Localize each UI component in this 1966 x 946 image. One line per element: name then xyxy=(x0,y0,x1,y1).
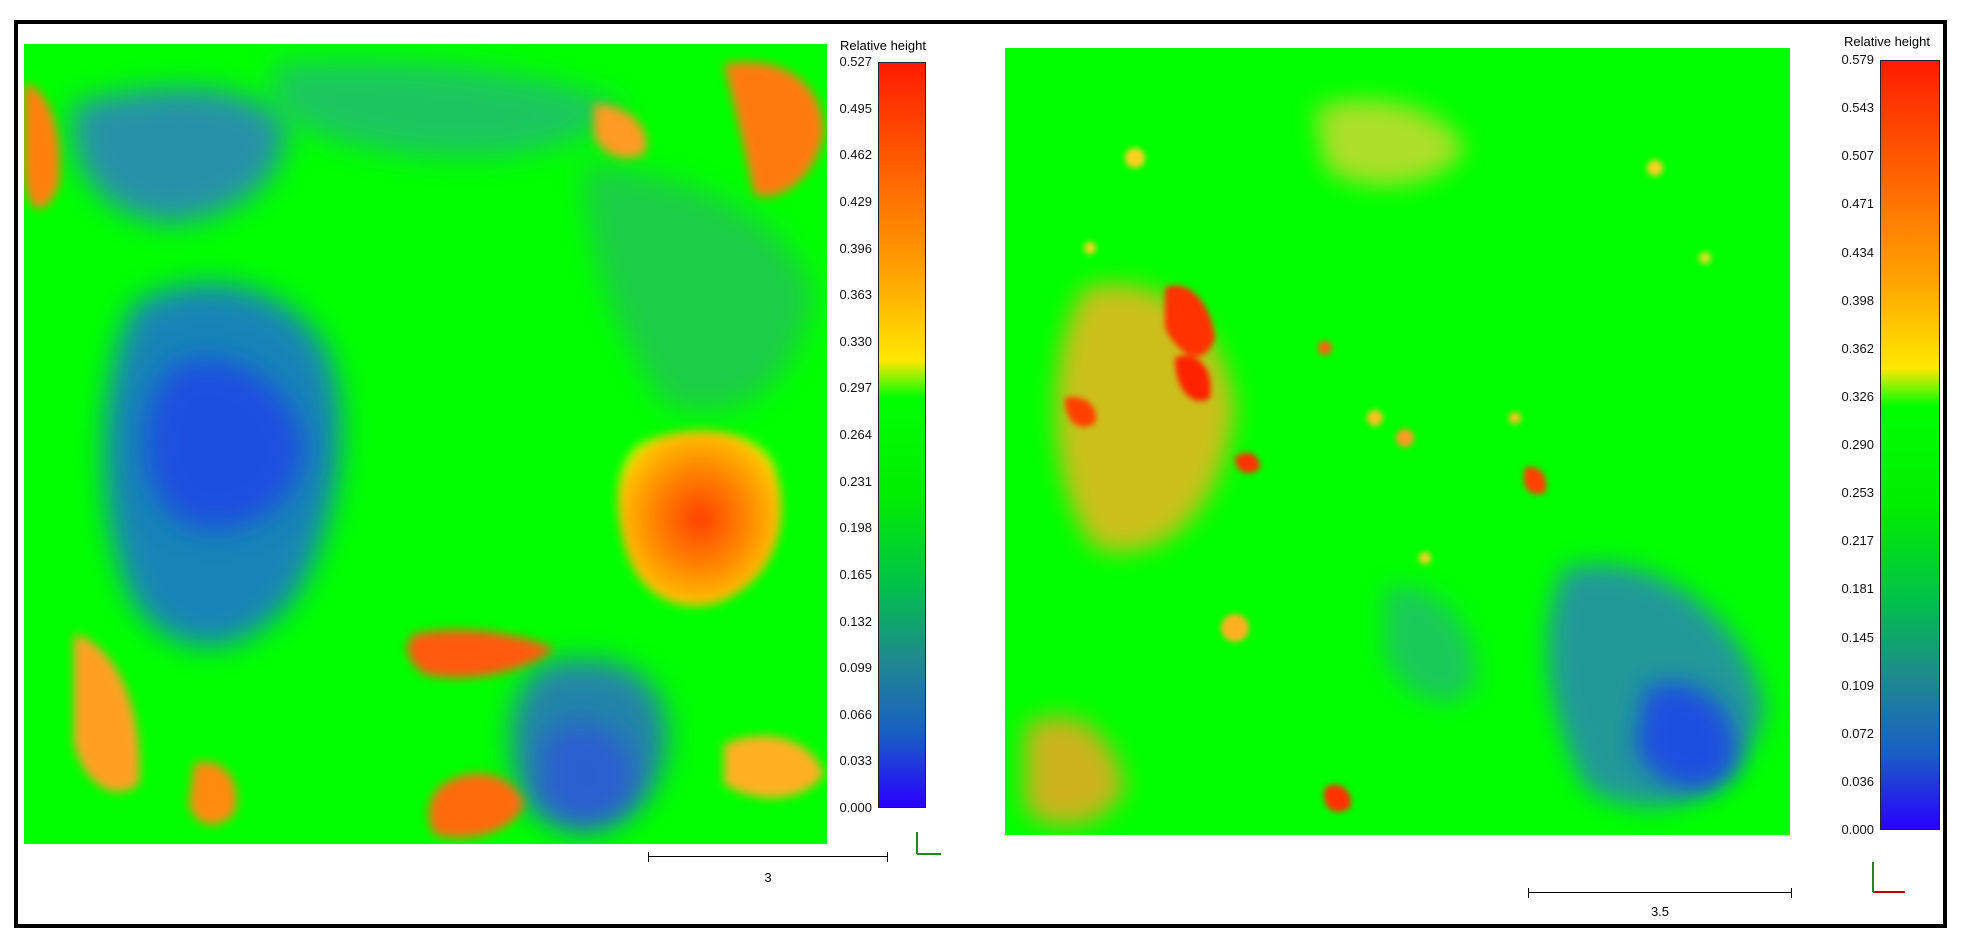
colorbar-tick-label: 0.145 xyxy=(1841,629,1874,645)
axis-triad-icon xyxy=(916,832,941,855)
colorbar-tick-label: 0.527 xyxy=(839,54,872,69)
colorbar-tick-label: 0.165 xyxy=(839,566,872,582)
colorbar-tick-label: 0.231 xyxy=(839,473,872,489)
colorbar-tick-label: 0.000 xyxy=(839,800,872,815)
colorbar-tick-label: 0.326 xyxy=(1841,388,1874,404)
high-grain xyxy=(617,430,782,606)
right-panel: Relative height 0.579 0.543 0.507 0.471 0.43… xyxy=(978,24,1943,924)
colorbar-tick-label: 0.181 xyxy=(1841,581,1874,597)
colorbar-tick-label: 0.495 xyxy=(839,100,872,116)
colorbar-tick-label: 0.507 xyxy=(1841,148,1874,164)
colorbar-tick-label: 0.434 xyxy=(1841,244,1874,260)
colorbar-tick-label: 0.543 xyxy=(1841,100,1874,116)
colorbar-tick-label: 0.198 xyxy=(839,520,872,536)
colorbar-tick-label: 0.398 xyxy=(1841,292,1874,308)
colorbar-tick-label: 0.429 xyxy=(839,193,872,209)
colorbar-tick-label: 0.217 xyxy=(1841,533,1874,549)
colorbar-tick-label: 0.396 xyxy=(839,240,872,256)
colorbar-tick-label: 0.462 xyxy=(839,147,872,163)
colorbar-tick-label: 0.471 xyxy=(1841,196,1874,212)
colorbar-tick-label: 0.253 xyxy=(1841,485,1874,501)
colorbar-tick-label: 0.579 xyxy=(1841,52,1874,67)
colorbar-tick-label: 0.109 xyxy=(1841,677,1874,693)
scale-bar-label: 3.5 xyxy=(1650,904,1670,919)
colorbar-tick-label: 0.297 xyxy=(839,380,872,396)
colorbar-tick-label: 0.362 xyxy=(1841,340,1874,356)
scale-bar xyxy=(1528,888,1792,898)
colorbar-tick-label: 0.290 xyxy=(1841,437,1874,452)
right-heightmap xyxy=(1005,48,1790,835)
axis-triad-icon xyxy=(1872,862,1905,893)
colorbar-tick-label: 0.036 xyxy=(1841,773,1874,789)
colorbar-tick-label: 0.000 xyxy=(1841,822,1874,837)
colorbar-title: Relative height xyxy=(840,38,926,53)
colorbar xyxy=(878,62,926,808)
colorbar-tick-label: 0.363 xyxy=(839,287,872,303)
colorbar-tick-label: 0.330 xyxy=(839,333,872,349)
colorbar-tick-label: 0.264 xyxy=(839,427,872,442)
left-panel: Relative height 0.527 0.495 0.462 0.429 0.39… xyxy=(18,24,978,924)
colorbar-tick-label: 0.132 xyxy=(839,613,872,629)
colorbar-tick-label: 0.066 xyxy=(839,706,872,722)
colorbar-tick-label: 0.033 xyxy=(839,753,872,769)
colorbar-tick-label: 0.099 xyxy=(839,660,872,676)
colorbar-title: Relative height xyxy=(1844,34,1930,49)
left-heightmap xyxy=(24,44,827,844)
scale-bar xyxy=(648,852,888,862)
colorbar xyxy=(1880,60,1940,830)
figure-frame: Relative height 0.527 0.495 0.462 0.429 0.39… xyxy=(14,20,1947,928)
scale-bar-label: 3 xyxy=(764,870,772,885)
colorbar-tick-label: 0.072 xyxy=(1841,725,1874,741)
